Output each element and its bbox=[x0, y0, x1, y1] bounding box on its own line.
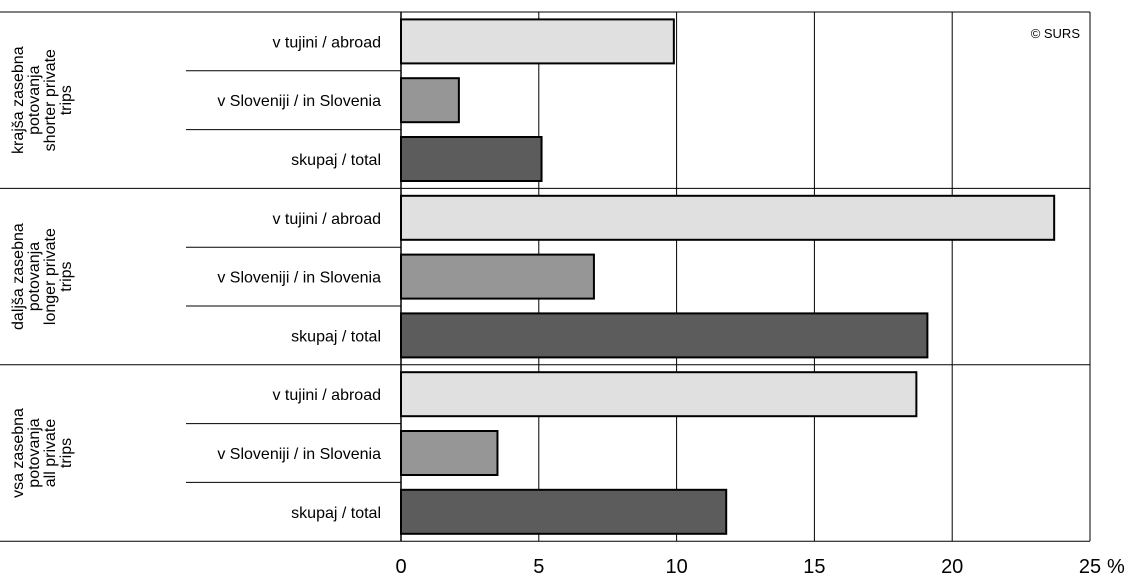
x-axis-unit: % bbox=[1107, 556, 1125, 576]
category-label: skupaj / total bbox=[291, 328, 381, 345]
x-tick-label: 25 bbox=[1079, 556, 1101, 576]
bar-abroad bbox=[400, 371, 918, 418]
group-label-line: longer private bbox=[42, 228, 59, 325]
group-label: krajša zasebnapotovanjashorter privatetr… bbox=[10, 46, 75, 154]
group-label: daljša zasebnapotovanjalonger privatetri… bbox=[10, 223, 75, 330]
copyright-note: © SURS bbox=[1031, 26, 1081, 41]
bar-total bbox=[400, 312, 929, 359]
group-labels: krajša zasebnapotovanjashorter privatetr… bbox=[10, 46, 75, 498]
group-label-line: trips bbox=[58, 85, 75, 115]
category-label: v Sloveniji / in Slovenia bbox=[217, 446, 381, 463]
category-labels: v tujini / abroad v Sloveniji / in Sloven… bbox=[217, 34, 381, 521]
bar-slovenia bbox=[400, 430, 499, 476]
group-label-line: trips bbox=[58, 261, 75, 291]
category-label: v Sloveniji / in Slovenia bbox=[217, 93, 381, 110]
category-label: skupaj / total bbox=[291, 152, 381, 169]
group-label-line: krajša zasebna bbox=[10, 46, 27, 154]
group-label-line: potovanja bbox=[26, 242, 43, 311]
x-tick-label: 10 bbox=[665, 556, 687, 576]
group-label-line: potovanja bbox=[26, 418, 43, 487]
category-label: v tujini / abroad bbox=[272, 211, 381, 228]
category-label: v tujini / abroad bbox=[272, 387, 381, 404]
category-label: skupaj / total bbox=[291, 505, 381, 522]
group-label-line: all private bbox=[42, 419, 59, 488]
group-label-line: shorter private bbox=[42, 49, 59, 151]
bar-total bbox=[400, 488, 728, 535]
group-label-line: potovanja bbox=[26, 65, 43, 134]
group-dividers bbox=[0, 11, 1090, 542]
category-label: v tujini / abroad bbox=[272, 34, 381, 51]
x-tick-label: 15 bbox=[803, 556, 825, 576]
category-label: v Sloveniji / in Slovenia bbox=[217, 270, 381, 287]
x-tick-label: 20 bbox=[941, 556, 963, 576]
bar-slovenia bbox=[400, 77, 460, 124]
group-label-line: daljša zasebna bbox=[10, 223, 27, 330]
group-label: vsa zasebnapotovanjaall privatetrips bbox=[10, 408, 75, 498]
group-label-line: vsa zasebna bbox=[10, 408, 27, 498]
x-tick-label: 0 bbox=[395, 556, 406, 576]
x-axis: 0 5 10 15 20 25% bbox=[395, 12, 1125, 576]
grid-lines bbox=[538, 12, 1091, 541]
bar-abroad bbox=[400, 194, 1056, 241]
bar-slovenia bbox=[400, 253, 595, 300]
x-tick-label: 5 bbox=[533, 556, 544, 576]
bars bbox=[400, 18, 1056, 535]
bar-total bbox=[400, 136, 543, 182]
bar-abroad bbox=[400, 18, 675, 65]
group-label-line: trips bbox=[58, 438, 75, 468]
